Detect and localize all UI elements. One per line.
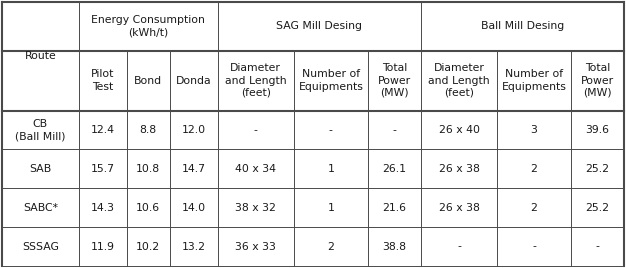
Text: -: - (329, 125, 333, 135)
Text: 8.8: 8.8 (140, 125, 156, 135)
Text: 26 x 40: 26 x 40 (439, 125, 480, 135)
Text: Pilot
Test: Pilot Test (91, 69, 115, 92)
Text: 10.2: 10.2 (136, 241, 160, 252)
Text: 25.2: 25.2 (585, 203, 610, 213)
Text: 26 x 38: 26 x 38 (439, 164, 480, 174)
Text: 1: 1 (327, 203, 334, 213)
Text: Diameter
and Length
(feet): Diameter and Length (feet) (428, 63, 490, 98)
Text: 26.1: 26.1 (382, 164, 406, 174)
Text: 1: 1 (327, 164, 334, 174)
Text: 2: 2 (531, 164, 538, 174)
Text: 36 x 33: 36 x 33 (235, 241, 276, 252)
Text: 14.3: 14.3 (91, 203, 115, 213)
Text: SABC*: SABC* (23, 203, 58, 213)
Text: Number of
Equipments: Number of Equipments (299, 69, 363, 92)
Text: 15.7: 15.7 (91, 164, 115, 174)
Text: Diameter
and Length
(feet): Diameter and Length (feet) (225, 63, 287, 98)
Text: Energy Consumption
(kWh/t): Energy Consumption (kWh/t) (91, 15, 205, 38)
Text: Total
Power
(MW): Total Power (MW) (581, 63, 614, 98)
Text: Ball Mill Desing: Ball Mill Desing (481, 21, 564, 31)
Text: -: - (393, 125, 396, 135)
Text: 38 x 32: 38 x 32 (235, 203, 276, 213)
Text: -: - (457, 241, 461, 252)
Text: 12.4: 12.4 (91, 125, 115, 135)
Text: 14.0: 14.0 (182, 203, 205, 213)
Text: -: - (532, 241, 536, 252)
Text: Number of
Equipments: Number of Equipments (501, 69, 567, 92)
Text: 14.7: 14.7 (182, 164, 205, 174)
Text: CB
(Ball Mill): CB (Ball Mill) (15, 119, 66, 141)
Text: Bond: Bond (134, 76, 162, 85)
Text: Route: Route (24, 51, 56, 61)
Text: 26 x 38: 26 x 38 (439, 203, 480, 213)
Text: 21.6: 21.6 (382, 203, 406, 213)
Text: 10.8: 10.8 (136, 164, 160, 174)
Text: 3: 3 (531, 125, 538, 135)
Text: 39.6: 39.6 (585, 125, 610, 135)
Text: SSSAG: SSSAG (22, 241, 59, 252)
Text: 12.0: 12.0 (182, 125, 205, 135)
Text: Total
Power
(MW): Total Power (MW) (377, 63, 411, 98)
Text: SAG Mill Desing: SAG Mill Desing (276, 21, 362, 31)
Text: -: - (595, 241, 599, 252)
Text: 2: 2 (531, 203, 538, 213)
Text: Donda: Donda (176, 76, 212, 85)
Text: -: - (254, 125, 258, 135)
Text: 13.2: 13.2 (182, 241, 205, 252)
Text: 40 x 34: 40 x 34 (235, 164, 276, 174)
Text: 2: 2 (327, 241, 334, 252)
Text: 38.8: 38.8 (382, 241, 406, 252)
Text: 11.9: 11.9 (91, 241, 115, 252)
Text: SAB: SAB (29, 164, 51, 174)
Text: 25.2: 25.2 (585, 164, 610, 174)
Text: 10.6: 10.6 (136, 203, 160, 213)
